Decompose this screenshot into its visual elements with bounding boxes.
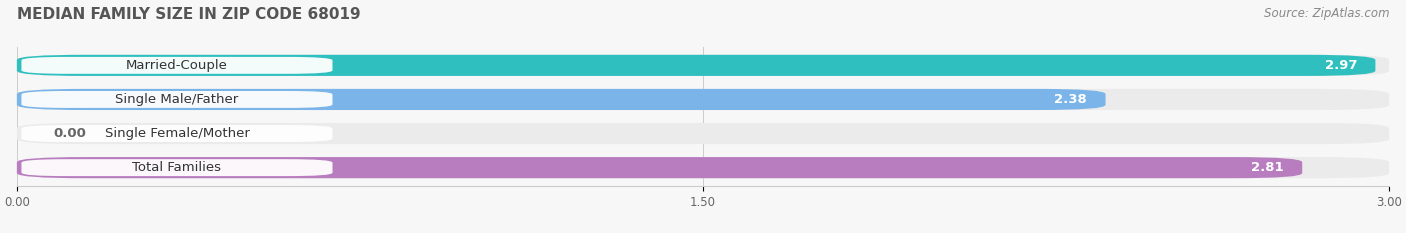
FancyBboxPatch shape <box>17 89 1105 110</box>
FancyBboxPatch shape <box>17 157 1302 178</box>
FancyBboxPatch shape <box>21 125 332 142</box>
FancyBboxPatch shape <box>21 91 332 108</box>
Text: Source: ZipAtlas.com: Source: ZipAtlas.com <box>1264 7 1389 20</box>
Text: 2.97: 2.97 <box>1324 59 1357 72</box>
Text: 2.38: 2.38 <box>1054 93 1087 106</box>
FancyBboxPatch shape <box>17 55 1375 76</box>
Text: Single Female/Mother: Single Female/Mother <box>104 127 249 140</box>
Text: Married-Couple: Married-Couple <box>127 59 228 72</box>
Text: Total Families: Total Families <box>132 161 222 174</box>
FancyBboxPatch shape <box>17 123 1389 144</box>
FancyBboxPatch shape <box>21 159 332 176</box>
FancyBboxPatch shape <box>17 157 1389 178</box>
Text: 2.81: 2.81 <box>1251 161 1284 174</box>
FancyBboxPatch shape <box>21 57 332 74</box>
FancyBboxPatch shape <box>17 89 1389 110</box>
Text: 0.00: 0.00 <box>53 127 86 140</box>
Text: MEDIAN FAMILY SIZE IN ZIP CODE 68019: MEDIAN FAMILY SIZE IN ZIP CODE 68019 <box>17 7 360 22</box>
FancyBboxPatch shape <box>17 55 1389 76</box>
Text: Single Male/Father: Single Male/Father <box>115 93 239 106</box>
